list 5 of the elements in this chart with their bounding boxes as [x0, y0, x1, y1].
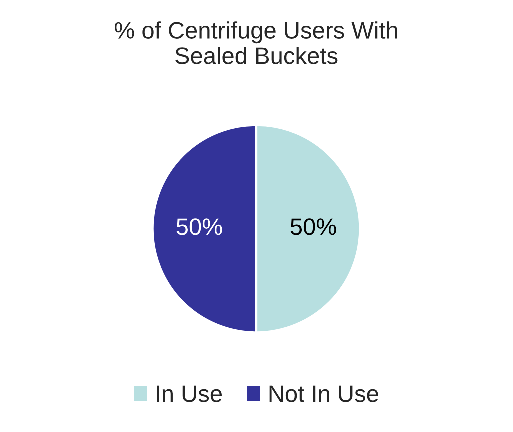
- legend-label: In Use: [156, 386, 222, 402]
- chart-title: % of Centrifuge Users With Sealed Buckets: [114, 22, 398, 64]
- data-label: 50%: [176, 218, 222, 236]
- legend-label: Not In Use: [270, 386, 378, 402]
- data-label: 50%: [290, 218, 336, 236]
